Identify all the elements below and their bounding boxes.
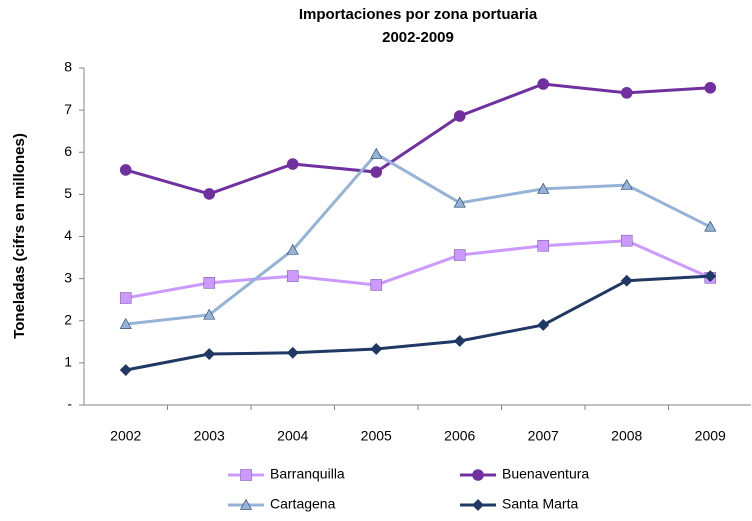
- marker: [453, 249, 466, 261]
- marker: [286, 158, 299, 170]
- marker: [203, 188, 216, 200]
- marker: [704, 220, 717, 232]
- marker: [472, 499, 484, 511]
- x-tick-label: 2002: [110, 428, 141, 444]
- marker: [620, 178, 633, 190]
- marker: [119, 364, 132, 376]
- marker: [119, 292, 132, 304]
- marker: [453, 196, 466, 208]
- legend-label: Santa Marta: [502, 496, 578, 512]
- marker: [537, 239, 550, 252]
- x-tick-label: 2007: [528, 428, 559, 444]
- x-tick-label: 2003: [194, 428, 225, 444]
- marker: [370, 147, 383, 159]
- marker: [203, 308, 216, 320]
- y-tick-label: 8: [64, 59, 72, 75]
- x-tick-label: 2008: [611, 428, 642, 444]
- marker: [704, 81, 717, 94]
- marker: [370, 166, 383, 178]
- marker: [620, 87, 633, 99]
- marker: [620, 234, 633, 247]
- y-tick-label: 5: [64, 185, 72, 201]
- marker: [453, 335, 466, 347]
- marker: [286, 346, 299, 359]
- series-line: [125, 152, 711, 326]
- marker: [239, 498, 253, 510]
- chart-title: Importaciones por zona portuaria: [299, 6, 538, 23]
- y-tick-label: 6: [64, 143, 72, 159]
- marker: [537, 182, 550, 194]
- y-tick-label: -: [67, 396, 72, 412]
- legend-label: Cartagena: [270, 496, 336, 512]
- marker: [537, 78, 550, 90]
- chart-subtitle: 2002-2009: [382, 29, 454, 46]
- marker: [370, 343, 383, 355]
- x-tick-label: 2009: [695, 428, 726, 444]
- marker: [537, 319, 550, 331]
- series-line: [125, 274, 711, 372]
- marker: [119, 318, 132, 329]
- y-tick-label: 1: [64, 354, 72, 370]
- marker: [704, 270, 717, 283]
- y-tick-label: 3: [64, 269, 72, 285]
- legend-label: Barranquilla: [270, 466, 345, 482]
- x-tick-label: 2005: [361, 428, 392, 444]
- x-tick-label: 2004: [277, 428, 308, 444]
- x-tick-label: 2006: [444, 428, 475, 444]
- y-tick-label: 2: [64, 311, 72, 327]
- marker: [203, 348, 216, 360]
- marker: [472, 469, 484, 481]
- marker: [453, 110, 466, 122]
- marker: [620, 274, 633, 287]
- marker: [286, 243, 299, 255]
- y-tick-label: 4: [64, 227, 72, 243]
- marker: [286, 270, 299, 282]
- marker: [119, 164, 132, 176]
- series-line: [125, 239, 711, 300]
- series-line: [125, 82, 711, 196]
- legend-label: Buenaventura: [502, 466, 589, 482]
- y-tick-label: 7: [64, 101, 72, 117]
- marker: [370, 279, 383, 291]
- marker: [203, 277, 216, 289]
- y-axis-title: Toneladas (cifrs en millones): [11, 133, 28, 339]
- marker: [240, 469, 252, 481]
